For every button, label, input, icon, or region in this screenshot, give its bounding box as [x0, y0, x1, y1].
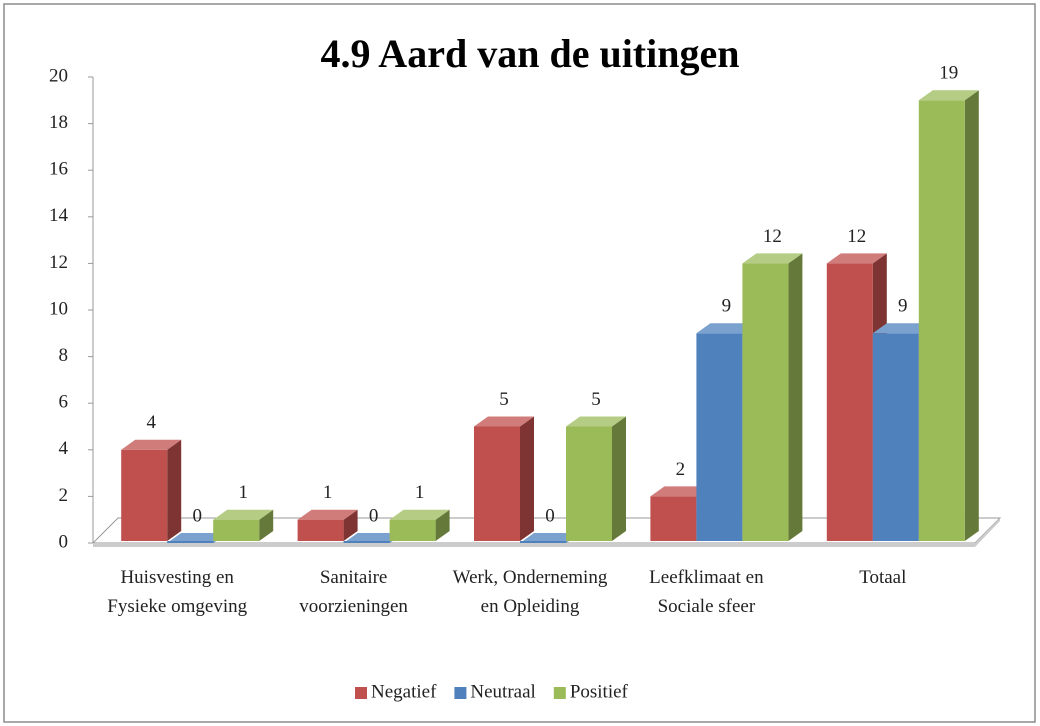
- data-label: 4: [146, 412, 156, 433]
- x-tick-label: Totaal: [859, 567, 907, 588]
- bar-side: [964, 90, 979, 542]
- bar-top: [872, 323, 933, 334]
- y-tick-label: 10: [49, 298, 68, 319]
- data-label: 5: [591, 389, 601, 410]
- bar: [566, 426, 612, 541]
- bar: [826, 263, 873, 541]
- data-label: 0: [369, 505, 379, 526]
- legend-label: Negatief: [371, 681, 437, 702]
- data-label: 2: [676, 459, 686, 480]
- bar-top: [213, 509, 274, 520]
- bar-top: [566, 416, 626, 427]
- x-tick-label: Werk, Onderneming en Opleiding: [452, 567, 608, 617]
- bar-top: [343, 533, 404, 543]
- data-label: 0: [545, 505, 555, 526]
- legend-swatch: [553, 687, 566, 699]
- data-label: 9: [722, 296, 732, 317]
- bar-side: [259, 509, 274, 541]
- data-label: 5: [499, 389, 509, 410]
- data-label: 19: [939, 63, 958, 84]
- y-tick-label: 18: [49, 112, 68, 133]
- bar: [742, 263, 789, 541]
- data-label: 1: [238, 482, 248, 503]
- y-tick-label: 0: [59, 531, 69, 552]
- bar: [650, 496, 697, 541]
- bar-top: [650, 486, 711, 497]
- bar-side: [788, 253, 803, 541]
- bar: [520, 541, 566, 543]
- bar: [297, 519, 344, 541]
- bar: [696, 333, 743, 541]
- bar-top: [474, 416, 534, 427]
- data-label: 0: [192, 505, 202, 526]
- bar: [121, 449, 168, 541]
- bar: [213, 519, 260, 541]
- y-tick-label: 14: [49, 205, 69, 226]
- bar: [343, 541, 390, 543]
- data-label: 12: [763, 226, 782, 247]
- bar-top: [742, 253, 803, 264]
- chart-title: 4.9 Aard van de uitingen: [321, 31, 740, 76]
- bar-top: [520, 533, 580, 543]
- floor-edge: [93, 518, 1000, 547]
- bar: [918, 100, 965, 542]
- data-label: 9: [898, 296, 908, 317]
- bar-side: [520, 416, 534, 541]
- bar-side: [343, 509, 358, 541]
- legend-label: Neutraal: [470, 681, 535, 702]
- x-tick-label: Sanitaire voorzieningen: [299, 567, 408, 617]
- bar-top: [389, 509, 450, 520]
- bar: [872, 333, 919, 541]
- bar-top: [121, 439, 182, 450]
- y-tick-label: 4: [59, 438, 69, 459]
- bar-top: [297, 509, 358, 520]
- y-tick-label: 16: [49, 159, 68, 180]
- x-tick-label: Huisvesting en Fysieke omgeving: [107, 567, 248, 617]
- bar-top: [826, 253, 887, 264]
- bar-side: [435, 509, 450, 541]
- bar: [474, 426, 520, 541]
- legend-label: Positief: [570, 681, 629, 702]
- bar-top: [167, 533, 228, 543]
- y-tick-label: 6: [59, 392, 69, 413]
- y-tick-label: 2: [59, 485, 69, 506]
- data-label: 1: [323, 482, 333, 503]
- y-tick-label: 8: [59, 345, 69, 366]
- y-tick-label: 20: [49, 65, 68, 86]
- legend-swatch: [355, 687, 367, 699]
- data-label: 1: [415, 482, 425, 503]
- y-tick-label: 12: [49, 252, 68, 273]
- x-tick-label: Leefklimaat en Sociale sfeer: [649, 567, 764, 617]
- legend-swatch: [454, 687, 467, 699]
- bar-side: [167, 439, 182, 541]
- bar: [167, 541, 214, 543]
- bar-side: [612, 416, 626, 541]
- bar-top: [696, 323, 757, 334]
- bar: [389, 519, 436, 541]
- bar-top: [918, 90, 979, 101]
- data-label: 12: [847, 226, 866, 247]
